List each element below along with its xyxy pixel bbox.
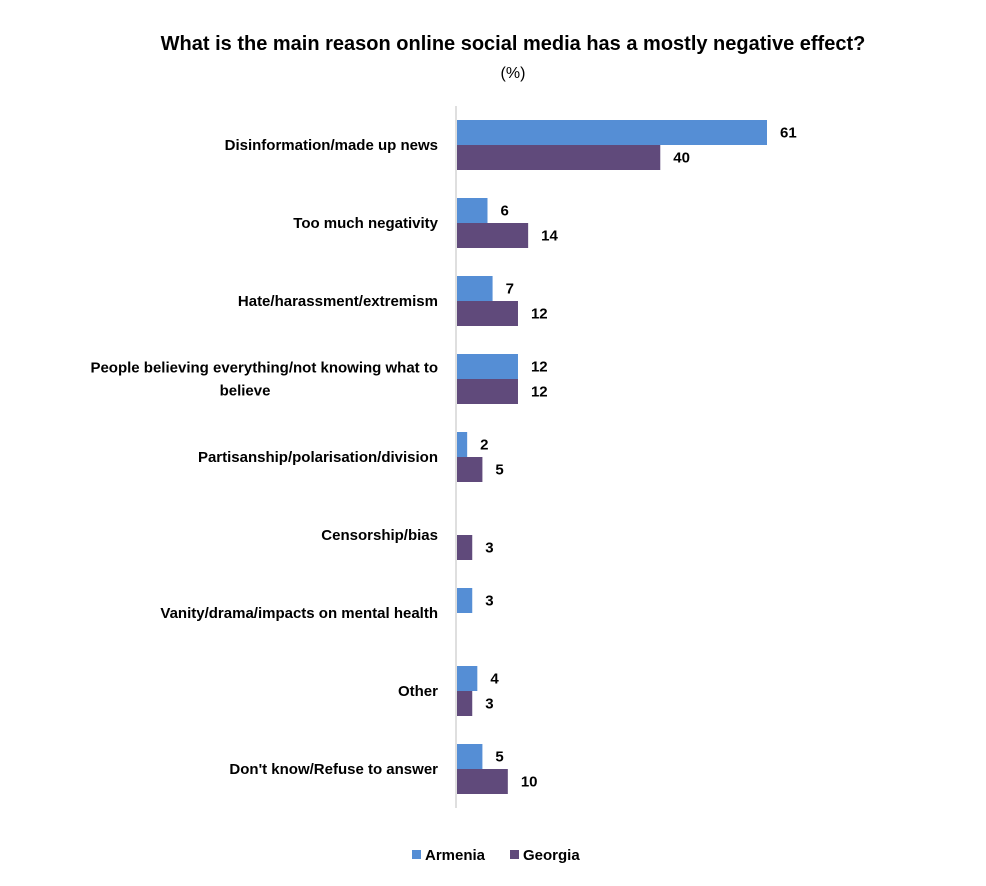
- bar-armenia: [457, 354, 518, 379]
- category-label: Vanity/drama/impacts on mental health: [160, 605, 438, 622]
- data-label-armenia: 4: [490, 671, 499, 688]
- bar-georgia: [457, 457, 483, 482]
- bar-georgia: [457, 691, 473, 716]
- data-label-armenia: 6: [500, 203, 508, 220]
- bar-armenia: [457, 432, 468, 457]
- legend-swatch-georgia: [510, 850, 519, 859]
- chart-title: What is the main reason online social me…: [161, 33, 866, 55]
- bar-georgia: [457, 301, 518, 326]
- legend-label-armenia: Armenia: [425, 847, 486, 864]
- bar-georgia: [457, 145, 661, 170]
- category-label: Other: [398, 683, 438, 700]
- data-label-georgia: 14: [541, 228, 558, 245]
- category-label: Censorship/bias: [321, 527, 438, 544]
- legend-swatch-armenia: [412, 850, 421, 859]
- category-label: Don't know/Refuse to answer: [229, 761, 438, 778]
- data-label-armenia: 12: [531, 359, 548, 376]
- category-label: Hate/harassment/extremism: [238, 293, 438, 310]
- data-label-armenia: 3: [485, 593, 493, 610]
- category-label: Too much negativity: [293, 215, 438, 232]
- data-label-georgia: 5: [495, 462, 503, 479]
- legend: Armenia Georgia: [412, 847, 580, 864]
- category-label: People believing everything/not knowing …: [90, 360, 438, 400]
- bar-georgia: [457, 535, 473, 560]
- data-label-georgia: 3: [485, 696, 493, 713]
- category-labels: Disinformation/made up news Too much nega…: [90, 137, 438, 778]
- bar-armenia: [457, 276, 493, 301]
- bar-armenia: [457, 120, 767, 145]
- data-label-georgia: 12: [531, 306, 548, 323]
- data-label-armenia: 2: [480, 437, 488, 454]
- bar-armenia: [457, 198, 488, 223]
- bar-georgia: [457, 769, 508, 794]
- data-label-georgia: 10: [521, 774, 538, 791]
- category-label: Partisanship/polarisation/division: [198, 449, 438, 466]
- chart-subtitle: (%): [501, 65, 526, 82]
- data-label-georgia: 3: [485, 540, 493, 557]
- bar-georgia: [457, 223, 529, 248]
- bar-armenia: [457, 588, 473, 613]
- data-label-armenia: 5: [495, 749, 503, 766]
- bars: [457, 120, 767, 794]
- legend-label-georgia: Georgia: [523, 847, 580, 864]
- data-label-georgia: 12: [531, 384, 548, 401]
- bar-armenia: [457, 744, 483, 769]
- data-label-georgia: 40: [673, 150, 690, 167]
- data-label-armenia: 61: [780, 125, 797, 142]
- bar-georgia: [457, 379, 518, 404]
- data-label-armenia: 7: [506, 281, 514, 298]
- category-label: Disinformation/made up news: [225, 137, 438, 154]
- bar-armenia: [457, 666, 478, 691]
